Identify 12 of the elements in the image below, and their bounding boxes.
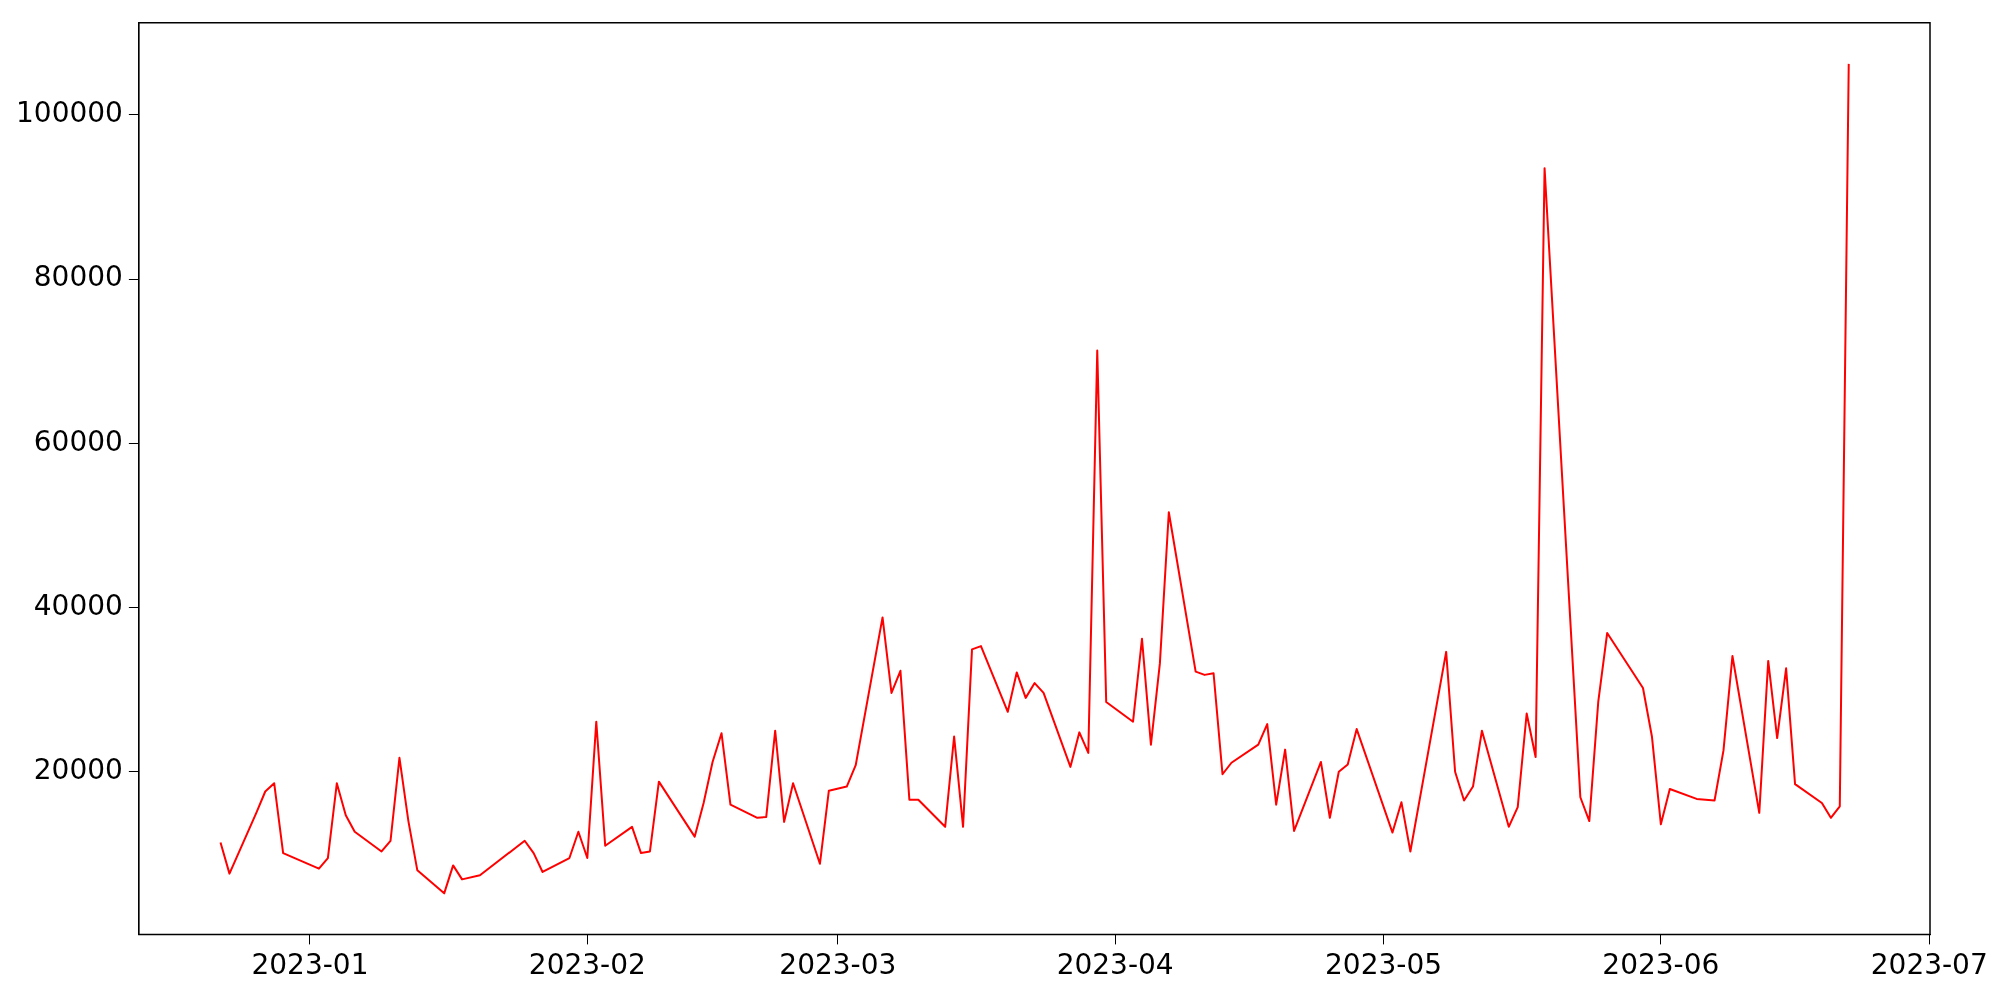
x-tick-label: 2023-06 xyxy=(1602,948,1720,982)
y-tick-label: 20000 xyxy=(33,753,123,787)
x-tick-label: 2023-04 xyxy=(1056,948,1174,982)
y-tick-label: 80000 xyxy=(33,260,123,294)
x-tick-label: 2023-03 xyxy=(779,948,897,982)
x-tick-label: 2023-01 xyxy=(251,948,369,982)
y-tick-label: 100000 xyxy=(16,96,123,130)
y-tick-label: 60000 xyxy=(33,424,123,458)
x-tick-label: 2023-07 xyxy=(1870,948,1988,982)
x-tick-label: 2023-05 xyxy=(1325,948,1443,982)
x-tick-label: 2023-02 xyxy=(528,948,646,982)
y-tick-label: 40000 xyxy=(33,588,123,622)
